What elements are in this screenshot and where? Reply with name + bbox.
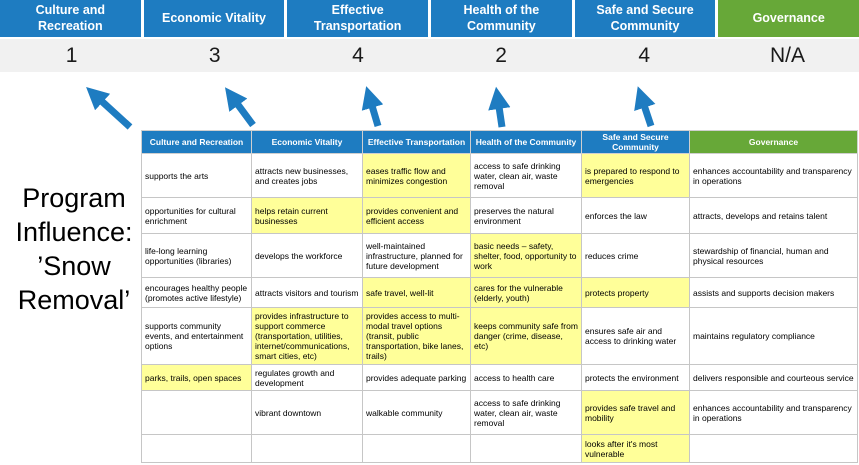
- matrix-cell-r7c2: [362, 434, 471, 464]
- matrix-row-0: supports the arts attracts new businesses…: [141, 153, 858, 199]
- matrix-cell-r1c5: attracts, develops and retains talent: [689, 197, 858, 235]
- pillar-header-2: Effective Transportation: [287, 0, 429, 37]
- influence-arrow-transportation-icon: [361, 86, 384, 127]
- program-title-line-1: Program: [22, 183, 126, 213]
- program-title-line-4: Removal’: [17, 285, 131, 315]
- matrix-header-3: Health of the Community: [470, 129, 582, 155]
- pillar-header-1: Economic Vitality: [143, 0, 285, 37]
- matrix-cell-r5c0: parks, trails, open spaces: [141, 364, 252, 392]
- matrix-cell-r1c0: opportunities for cultural enrichment: [141, 197, 252, 235]
- matrix-cell-r5c4: protects the environment: [581, 364, 690, 392]
- matrix-cell-r2c3: basic needs – safety, shelter, food, opp…: [470, 233, 582, 279]
- matrix-cell-r6c1: vibrant downtown: [251, 390, 363, 436]
- matrix-cell-r2c2: well-maintained infrastructure, planned …: [362, 233, 471, 279]
- matrix-cell-r6c4: provides safe travel and mobility: [581, 390, 690, 436]
- matrix-cell-r4c2: provides access to multi-modal travel op…: [362, 307, 471, 366]
- matrix-cell-r4c1: provides infrastructure to support comme…: [251, 307, 363, 366]
- influence-arrow-economic-icon: [225, 87, 256, 128]
- matrix-cell-r1c1: helps retain current businesses: [251, 197, 363, 235]
- matrix-cell-r0c4: is prepared to respond to emergencies: [581, 153, 690, 199]
- program-title: Program Influence: ’Snow Removal’: [0, 181, 148, 317]
- matrix-cell-r5c5: delivers responsible and courteous servi…: [689, 364, 858, 392]
- influence-arrow-culture-icon: [86, 86, 133, 130]
- matrix-cell-r7c5: [689, 434, 858, 464]
- matrix-row-2: life-long learning opportunities (librar…: [141, 233, 858, 279]
- matrix-cell-r0c3: access to safe drinking water, clean air…: [470, 153, 582, 199]
- pillar-score-0: 1: [65, 43, 78, 67]
- matrix-cell-r6c5: enhances accountability and transparency…: [689, 390, 858, 436]
- matrix-cell-r5c2: provides adequate parking: [362, 364, 471, 392]
- matrix-row-7: looks after it's most vulnerable: [141, 434, 858, 464]
- matrix-row-5: parks, trails, open spaces regulates grow…: [141, 364, 858, 392]
- pillar-score-1: 3: [208, 43, 221, 67]
- pillar-score-2: 4: [352, 43, 364, 67]
- matrix-body: supports the arts attracts new businesses…: [141, 153, 858, 464]
- matrix-header-0: Culture and Recreation: [141, 129, 252, 155]
- matrix-cell-r3c1: attracts visitors and tourism: [251, 277, 363, 309]
- matrix-cell-r2c5: stewardship of financial, human and phys…: [689, 233, 858, 279]
- matrix-cell-r2c1: develops the workforce: [251, 233, 363, 279]
- matrix-cell-r2c0: life-long learning opportunities (librar…: [141, 233, 252, 279]
- matrix-header-row: Culture and Recreation Economic Vitality E…: [141, 129, 858, 155]
- pillar-header-4: Safe and Secure Community: [574, 0, 716, 37]
- matrix-row-1: opportunities for cultural enrichment hel…: [141, 197, 858, 235]
- influence-matrix: Culture and Recreation Economic Vitality E…: [141, 129, 858, 464]
- matrix-cell-r4c4: ensures safe air and access to drinking …: [581, 307, 690, 366]
- matrix-cell-r5c1: regulates growth and development: [251, 364, 363, 392]
- matrix-cell-r7c0: [141, 434, 252, 464]
- matrix-cell-r4c5: maintains regulatory compliance: [689, 307, 858, 366]
- pillar-score-4: 4: [638, 43, 651, 67]
- matrix-cell-r6c2: walkable community: [362, 390, 471, 436]
- matrix-cell-r1c3: preserves the natural environment: [470, 197, 582, 235]
- pillar-header-0: Culture and Recreation: [0, 0, 141, 37]
- pillar-score-row: 1 3 4 2 4 N/A: [0, 39, 859, 72]
- pillar-header-3: Health of the Community: [431, 0, 572, 37]
- matrix-cell-r3c4: protects property: [581, 277, 690, 309]
- matrix-cell-r0c0: supports the arts: [141, 153, 252, 199]
- matrix-cell-r7c1: [251, 434, 363, 464]
- matrix-cell-r4c0: supports community events, and entertain…: [141, 307, 252, 366]
- matrix-row-6: vibrant downtown walkable community access…: [141, 390, 858, 436]
- matrix-cell-r5c3: access to health care: [470, 364, 582, 392]
- matrix-cell-r3c3: cares for the vulnerable (elderly, youth…: [470, 277, 582, 309]
- matrix-cell-r4c3: keeps community safe from danger (crime,…: [470, 307, 582, 366]
- matrix-row-3: encourages healthy people (promotes acti…: [141, 277, 858, 309]
- matrix-cell-r3c0: encourages healthy people (promotes acti…: [141, 277, 252, 309]
- matrix-cell-r0c2: eases traffic flow and minimizes congest…: [362, 153, 471, 199]
- matrix-cell-r1c4: enforces the law: [581, 197, 690, 235]
- matrix-cell-r6c0: [141, 390, 252, 436]
- program-title-line-3: ’Snow: [37, 251, 111, 281]
- pillar-score-5: N/A: [769, 43, 805, 67]
- matrix-cell-r2c4: reduces crime: [581, 233, 690, 279]
- matrix-cell-r7c3: [470, 434, 582, 464]
- matrix-cell-r0c1: attracts new businesses, and creates job…: [251, 153, 363, 199]
- matrix-row-4: supports community events, and entertain…: [141, 307, 858, 366]
- matrix-header-2: Effective Transportation: [362, 129, 471, 155]
- pillar-header-5: Governance: [718, 0, 859, 37]
- matrix-cell-r7c4: looks after it's most vulnerable: [581, 434, 690, 464]
- matrix-cell-r3c2: safe travel, well-lit: [362, 277, 471, 309]
- matrix-header-5: Governance: [689, 129, 858, 155]
- program-title-line-2: Influence:: [15, 217, 133, 247]
- matrix-cell-r1c2: provides convenient and efficient access: [362, 197, 471, 235]
- influence-arrows: [86, 86, 656, 130]
- influence-arrow-health-icon: [488, 86, 511, 128]
- influence-arrow-safety-icon: [634, 86, 656, 128]
- matrix-header-4: Safe and Secure Community: [581, 129, 690, 155]
- matrix-header-1: Economic Vitality: [251, 129, 363, 155]
- matrix-cell-r0c5: enhances accountability and transparency…: [689, 153, 858, 199]
- pillar-score-3: 2: [495, 43, 507, 67]
- pillar-header-row: Culture and Recreation Economic Vitality E…: [0, 0, 859, 37]
- matrix-cell-r6c3: access to safe drinking water, clean air…: [470, 390, 582, 436]
- matrix-cell-r3c5: assists and supports decision makers: [689, 277, 858, 309]
